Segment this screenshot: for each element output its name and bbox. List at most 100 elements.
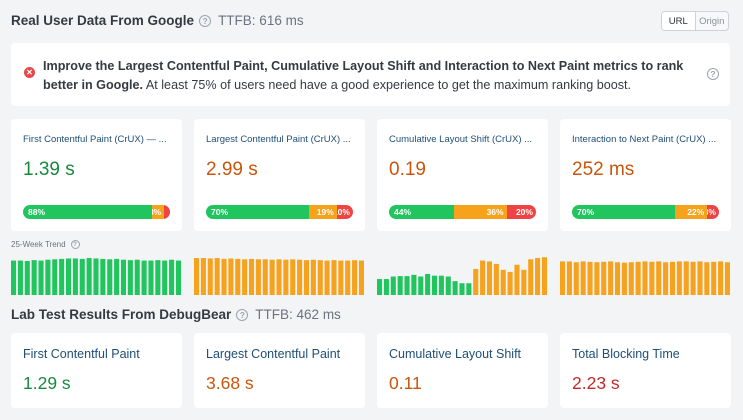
trend-bar — [480, 260, 486, 295]
url-toggle-option[interactable]: URL — [662, 12, 696, 30]
crux-card-fcp[interactable]: First Contentful Paint (CrUX) — ... 1.39… — [11, 119, 182, 231]
trend-bar — [711, 261, 717, 295]
trend-bar — [514, 264, 520, 295]
trend-bar — [358, 260, 364, 295]
trend-bar — [466, 283, 472, 295]
distribution-segment-poor: 8% — [707, 205, 719, 219]
help-icon[interactable]: ? — [236, 308, 249, 321]
distribution-segment-average: 8% — [152, 205, 165, 219]
trend-bar — [535, 258, 541, 295]
trend-bar — [614, 262, 621, 295]
lab-card-cls[interactable]: Cumulative Layout Shift 0.11 — [377, 333, 548, 408]
trend-bar — [248, 258, 255, 295]
trend-bar — [242, 259, 248, 295]
crux-ttfb: TTFB: 616 ms — [218, 13, 304, 28]
trend-bar — [697, 261, 703, 295]
trend-bar — [473, 268, 479, 295]
trend-bar — [338, 260, 344, 295]
error-icon: ✕ — [24, 67, 35, 78]
distribution-bar: 70%19%10% — [206, 205, 353, 219]
metric-label: Largest Contentful Paint — [206, 347, 341, 361]
banner-bold-text: Improve the Largest Contentful Paint, Cu… — [43, 59, 684, 92]
trend-bar — [718, 261, 724, 295]
banner-text: At least 75% of users need have a good e… — [143, 78, 632, 92]
trend-bar — [594, 262, 600, 295]
trend-bar — [541, 257, 547, 295]
distribution-segment-average: 22% — [674, 205, 708, 219]
trend-bar — [676, 261, 682, 295]
trend-bar — [269, 259, 275, 295]
help-icon[interactable]: ? — [707, 68, 719, 80]
origin-toggle-option[interactable]: Origin — [699, 15, 725, 27]
trend-bar — [683, 261, 689, 295]
trend-bar — [207, 258, 213, 295]
trend-bar — [194, 258, 200, 295]
trend-bar — [404, 276, 410, 295]
trend-bar — [317, 260, 323, 295]
lab-card-lcp[interactable]: Largest Contentful Paint 3.68 s — [194, 333, 365, 408]
metric-label: First Contentful Paint — [23, 347, 140, 361]
trend-chart-fcp[interactable] — [11, 253, 181, 295]
crux-card-lcp[interactable]: Largest Contentful Paint (CrUX) ... 2.99… — [194, 119, 365, 231]
trend-bar — [445, 276, 451, 295]
trend-bar — [114, 258, 120, 295]
trend-bar — [500, 269, 506, 295]
url-origin-toggle[interactable]: URL Origin — [661, 11, 729, 31]
trend-chart-svg — [560, 261, 730, 295]
trend-bar — [24, 260, 30, 295]
distribution-segment-good: 44% — [389, 205, 454, 219]
help-icon[interactable]: ? — [199, 14, 212, 27]
trend-chart-cls[interactable] — [377, 253, 547, 295]
trend-bar — [521, 269, 527, 295]
trend-bar — [649, 261, 655, 295]
lab-ttfb: TTFB: 462 ms — [255, 307, 341, 322]
trend-bar — [656, 261, 662, 295]
trend-bar — [148, 260, 154, 295]
trend-bar — [134, 259, 140, 295]
trend-bar — [162, 260, 168, 295]
trend-chart-svg — [194, 258, 364, 295]
trend-bar — [724, 262, 730, 295]
distribution-segment-poor: 10% — [336, 205, 353, 219]
metric-label: Cumulative Layout Shift (CrUX) ... — [389, 134, 533, 145]
trend-chart-inp[interactable] — [560, 253, 730, 295]
trend-bar — [303, 260, 310, 295]
distribution-segment-good: 88% — [23, 205, 153, 219]
distribution-bar: 88%8% — [23, 205, 170, 219]
metric-value: 0.11 — [389, 373, 422, 393]
trend-bar — [377, 279, 383, 295]
trend-bar — [72, 258, 78, 295]
trend-bar — [228, 258, 234, 295]
trend-bar — [411, 274, 417, 295]
trend-bar — [65, 258, 72, 295]
crux-card-cls[interactable]: Cumulative Layout Shift (CrUX) ... 0.19 … — [377, 119, 548, 231]
trend-bar — [628, 262, 634, 295]
trend-chart-svg — [11, 258, 181, 295]
trend-bar — [418, 276, 424, 295]
crux-card-inp[interactable]: Interaction to Next Paint (CrUX) ... 252… — [560, 119, 731, 231]
trend-bar — [141, 260, 147, 295]
trend-bar — [255, 259, 261, 295]
trend-bar — [486, 261, 493, 295]
lab-title: Lab Test Results From DebugBear — [11, 307, 232, 322]
trend-bar — [493, 263, 499, 295]
trend-bar — [59, 258, 65, 295]
trend-bar — [38, 260, 44, 295]
trend-bar — [100, 258, 106, 295]
metric-value: 2.23 s — [572, 373, 620, 393]
trend-bar — [704, 262, 710, 295]
distribution-bar: 44% 36% 20% — [389, 205, 536, 219]
trend-bar — [297, 259, 303, 295]
lab-card-fcp[interactable]: First Contentful Paint 1.29 s — [11, 333, 182, 408]
trend-bar — [345, 260, 351, 295]
trend-bar — [11, 260, 17, 295]
trend-chart-lcp[interactable] — [194, 253, 364, 295]
trend-bar — [52, 259, 58, 295]
trend-bar — [127, 260, 133, 295]
trend-bar — [397, 276, 403, 295]
help-icon[interactable]: ? — [70, 240, 80, 249]
trend-bar — [155, 260, 161, 295]
trend-bar — [608, 261, 614, 295]
trend-chart-svg — [377, 257, 547, 295]
lab-card-tbt[interactable]: Total Blocking Time 2.23 s — [560, 333, 731, 408]
